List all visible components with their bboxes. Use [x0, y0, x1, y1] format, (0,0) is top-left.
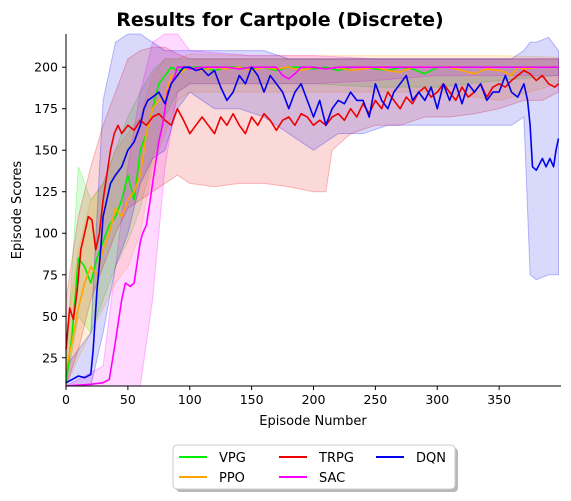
band-vpg	[65, 58, 559, 387]
x-axis-label: Episode Number	[259, 414, 367, 429]
x-tick-label: 0	[62, 392, 70, 407]
legend-label-sac: SAC	[319, 471, 345, 486]
legend-label-trpg: TRPG	[318, 451, 354, 466]
y-tick-label: 150	[34, 143, 58, 158]
series-line-trpg	[65, 69, 560, 350]
x-tick-label: 300	[425, 392, 449, 407]
legend-label-dqn: DQN	[416, 451, 446, 466]
legend-label-ppo: PPO	[219, 471, 245, 486]
confidence-bands	[65, 33, 559, 387]
series-line-dqn	[65, 66, 560, 384]
y-tick-label: 75	[42, 267, 58, 282]
x-tick-label: 50	[120, 392, 136, 407]
y-tick-label: 125	[34, 184, 58, 199]
x-tick-label: 100	[178, 392, 202, 407]
series-line-sac	[65, 66, 559, 387]
y-tick-label: 100	[34, 226, 58, 241]
y-tick-label: 175	[34, 101, 58, 116]
x-ticks: 0 50 100 150 200 250 300 350	[62, 386, 511, 407]
series-lines	[65, 66, 560, 387]
y-tick-label: 200	[34, 60, 58, 75]
x-tick-label: 200	[302, 392, 326, 407]
legend-frame	[172, 444, 456, 490]
chart-title: Results for Cartpole (Discrete)	[116, 9, 444, 31]
y-axis-label: Episode Scores	[10, 161, 25, 260]
x-tick-label: 250	[363, 392, 387, 407]
y-tick-label: 25	[42, 350, 58, 365]
x-tick-label: 150	[240, 392, 264, 407]
band-dqn	[65, 33, 559, 387]
y-tick-label: 50	[42, 309, 58, 324]
x-tick-label: 350	[487, 392, 511, 407]
legend-label-vpg: VPG	[219, 451, 246, 466]
y-ticks: 25 50 75 100 125 150 175 200	[34, 60, 66, 365]
legend: VPG PPO TRPG SAC DQN	[172, 444, 458, 492]
